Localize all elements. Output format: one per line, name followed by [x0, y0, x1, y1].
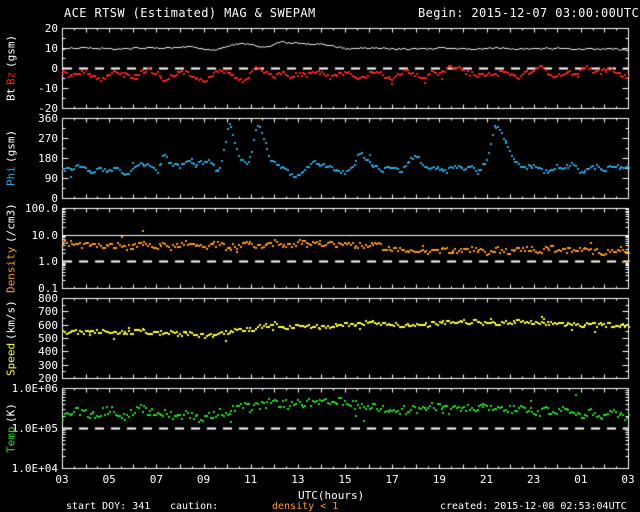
y-tick-label-phi: 270: [38, 132, 58, 145]
x-tick-label: 23: [527, 473, 541, 486]
y-tick-label-phi: 90: [44, 172, 58, 185]
y-axis-title-part: (K): [4, 403, 18, 424]
x-tick-label: 09: [196, 473, 211, 486]
y-tick-label-density: 0.1: [38, 282, 58, 295]
x-tick-label: 07: [149, 473, 163, 486]
y-axis-title-part: Bz: [4, 71, 18, 85]
y-axis-title-density: Density (/cm3): [4, 203, 18, 292]
y-tick-label-density: 100.0: [24, 202, 58, 215]
y-axis-title-part: (gsm): [4, 35, 18, 69]
y-axis-title-part: (/cm3): [4, 203, 18, 244]
y-tick-label-mag: -20: [38, 102, 58, 115]
y-tick-label-temp: 1.0E+05: [11, 422, 58, 435]
x-tick-label: 13: [291, 473, 305, 486]
y-tick-label-speed: 200: [38, 372, 58, 385]
start-doy-text: start DOY: 341: [66, 501, 151, 512]
y-tick-label-mag: 0: [51, 62, 58, 75]
x-axis-label: UTC(hours): [298, 489, 365, 502]
y-tick-label-phi: 360: [38, 112, 58, 125]
x-tick-label: 15: [338, 473, 352, 486]
y-tick-label-temp: 1.0E+04: [11, 462, 58, 475]
x-tick-label: 19: [432, 473, 446, 486]
y-axis-title-part: Density: [4, 246, 18, 293]
x-tick-label: 17: [385, 473, 399, 486]
y-axis-title-phi: Phi (gsm): [4, 118, 18, 198]
y-tick-label-phi: 180: [38, 152, 58, 165]
y-tick-label-speed: 800: [38, 292, 58, 305]
x-tick-label: 03: [621, 473, 635, 486]
y-tick-label-speed: 700: [38, 305, 58, 319]
y-axis-title-part: Temp: [4, 426, 18, 453]
y-tick-label-density: 10.0: [31, 228, 59, 242]
y-tick-label-temp: 1.0E+06: [11, 382, 58, 395]
y-tick-label-phi: 0: [51, 192, 58, 205]
y-tick-label-mag: 10: [44, 42, 58, 55]
y-axis-title-part: Bt: [4, 87, 18, 101]
y-tick-label-mag: 20: [44, 22, 58, 35]
y-tick-label-speed: 400: [38, 345, 58, 359]
y-axis-title-temp: Temp (K): [4, 388, 18, 468]
y-tick-label-speed: 300: [38, 358, 58, 372]
y-axis-title-part: (km/s): [4, 300, 18, 340]
created-timestamp: created: 2015-12-08 02:53:04UTC: [440, 501, 627, 512]
y-tick-label-density: 1.0: [38, 255, 58, 269]
y-axis-title-part: Phi: [4, 166, 18, 186]
y-tick-label-speed: 500: [38, 332, 58, 345]
y-axis-title-mag: Bt Bz (gsm): [4, 28, 18, 108]
x-tick-label: 03: [55, 473, 69, 486]
x-tick-label: 11: [244, 473, 258, 486]
x-tick-label: 21: [479, 473, 494, 486]
y-axis-title-speed: Speed (km/s): [4, 298, 18, 378]
x-tick-label: 05: [102, 473, 116, 486]
y-axis-title-part: Speed: [4, 342, 18, 376]
caution-text: caution:: [170, 501, 219, 512]
x-tick-label: 01: [574, 473, 588, 486]
y-tick-label-mag: -10: [38, 82, 58, 95]
caution-warning-text: density < 1: [272, 501, 339, 512]
y-axis-title-part: (gsm): [4, 130, 18, 164]
y-tick-label-speed: 600: [38, 318, 58, 332]
